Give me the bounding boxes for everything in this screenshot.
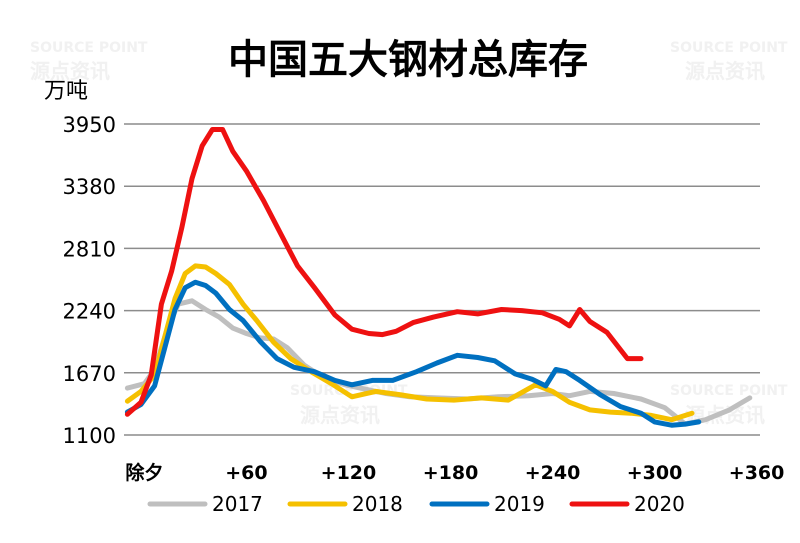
chart-title: 中国五大钢材总库存 bbox=[228, 37, 588, 83]
series-lines bbox=[124, 127, 753, 428]
series-line-2019 bbox=[124, 279, 702, 428]
legend: 2017 2018 2019 2020 bbox=[147, 492, 685, 516]
watermark-cn-2: 源点资讯 bbox=[685, 59, 765, 83]
x-tick-label: +60 bbox=[225, 462, 267, 484]
x-tick-label: 除夕 bbox=[125, 461, 163, 484]
x-tick-label: +360 bbox=[729, 462, 785, 484]
x-tick-label: +300 bbox=[627, 462, 683, 484]
watermark-en-3: SOURCE POINT bbox=[290, 383, 408, 399]
y-axis-unit: 万吨 bbox=[44, 79, 88, 104]
y-tick-label: 1670 bbox=[63, 362, 116, 386]
legend-label-2020: 2020 bbox=[634, 492, 685, 516]
x-tick-label: +240 bbox=[525, 462, 581, 484]
x-tick-label: +120 bbox=[321, 462, 377, 484]
watermark-en-4: SOURCE POINT bbox=[670, 383, 788, 399]
watermark-en-1: SOURCE POINT bbox=[30, 40, 148, 56]
legend-label-2018: 2018 bbox=[352, 492, 403, 516]
watermark-cn-3: 源点资讯 bbox=[300, 403, 380, 427]
watermark: SOURCE POINT 源点资讯 SOURCE POINT 源点资讯 SOUR… bbox=[30, 40, 788, 427]
x-tick-label: +180 bbox=[423, 462, 479, 484]
y-tick-label: 2810 bbox=[63, 237, 116, 261]
legend-label-2017: 2017 bbox=[212, 492, 263, 516]
series-line-2018 bbox=[124, 263, 695, 423]
y-tick-label: 3380 bbox=[63, 175, 116, 199]
y-axis-ticks: 1100 1670 2240 2810 3380 3950 bbox=[63, 113, 116, 448]
legend-label-2019: 2019 bbox=[494, 492, 545, 516]
series-line-2020 bbox=[124, 127, 644, 417]
x-axis-ticks: 除夕 +60 +120 +180 +240 +300 +360 bbox=[125, 461, 784, 484]
watermark-en-2: SOURCE POINT bbox=[670, 40, 788, 56]
series-line-2017 bbox=[124, 298, 753, 427]
y-tick-label: 3950 bbox=[63, 113, 116, 137]
watermark-cn-1: 源点资讯 bbox=[30, 59, 110, 83]
y-tick-label: 2240 bbox=[63, 300, 116, 324]
y-tick-label: 1100 bbox=[63, 424, 116, 448]
